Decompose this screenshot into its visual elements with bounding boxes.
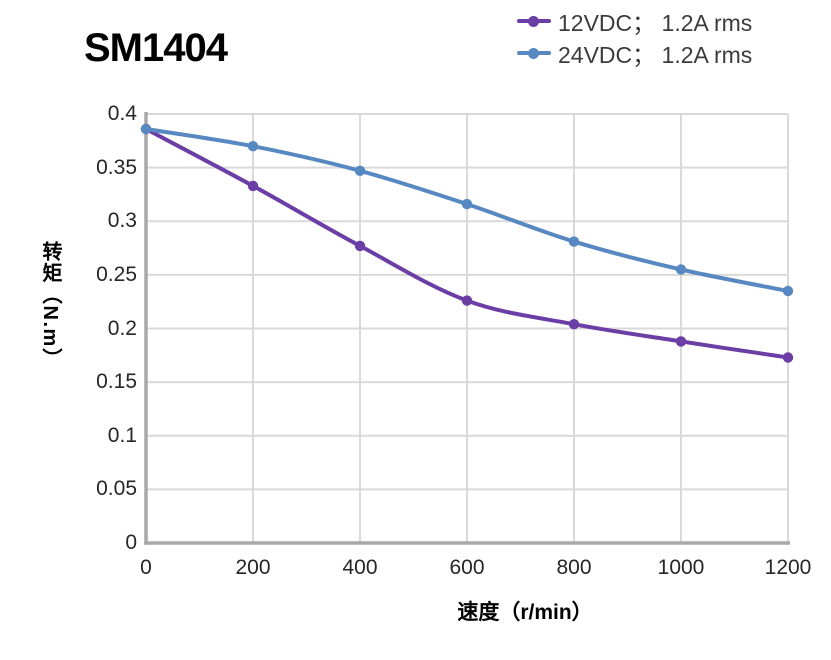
y-tick-label: 0.4 (107, 102, 137, 125)
data-point-marker (568, 319, 580, 330)
y-tick-label: 0.15 (96, 370, 137, 394)
axis-lines (144, 112, 790, 545)
chart-title: SM1404 (84, 26, 228, 70)
data-point-marker (140, 123, 152, 135)
x-tick-label: 400 (342, 556, 378, 579)
data-point-marker (247, 180, 259, 192)
data-point-marker (354, 165, 366, 176)
x-tick-label: 1000 (657, 556, 705, 579)
data-point-marker (675, 264, 687, 275)
legend-line-marker-icon (517, 47, 551, 59)
x-tick-label: 800 (556, 556, 592, 579)
y-tick-label: 0.25 (96, 262, 137, 286)
series-24vdc (140, 123, 794, 297)
data-point-marker (675, 336, 687, 347)
data-point-marker (354, 240, 366, 252)
x-tick-label: 0 (140, 556, 152, 579)
y-tick-label: 0.05 (96, 477, 137, 501)
x-tick-label: 1200 (764, 556, 812, 579)
y-axis-label: 转矩（N.m） (39, 241, 61, 370)
legend-label-12vdc: 12VDC； 1.2A rms (558, 10, 753, 36)
legend-item-24vdc: 24VDC； 1.2A rms (517, 37, 752, 69)
legend-item-12vdc: 12VDC； 1.2A rms (517, 5, 752, 37)
y-tick-label: 0.35 (96, 155, 137, 179)
legend-line-marker-icon (517, 15, 551, 27)
data-point-marker (782, 285, 794, 297)
y-tick-label: 0.3 (107, 209, 137, 233)
y-tick-label: 0 (125, 531, 137, 554)
x-axis-label: 速度（r/min） (457, 601, 593, 624)
data-point-marker (782, 352, 794, 363)
x-tick-label: 200 (235, 556, 271, 579)
legend: 12VDC； 1.2A rms 24VDC； 1.2A rms (517, 5, 752, 69)
x-tick-label: 600 (449, 556, 485, 579)
legend-label-24vdc: 24VDC； 1.2A rms (558, 42, 753, 68)
data-point-marker (568, 236, 580, 247)
y-tick-label: 0.2 (107, 316, 137, 340)
y-tick-label: 0.1 (107, 423, 137, 447)
data-point-marker (247, 141, 259, 152)
data-point-marker (461, 198, 473, 210)
data-point-marker (461, 295, 473, 306)
